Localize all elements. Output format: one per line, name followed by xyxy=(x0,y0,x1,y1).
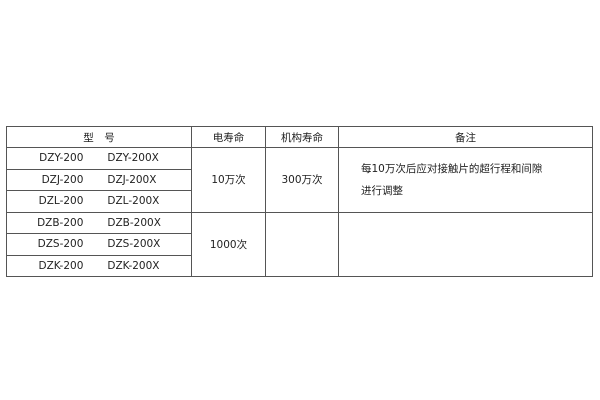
model-x: DZJ-200X xyxy=(107,173,157,186)
model-x: DZL-200X xyxy=(107,195,160,208)
model: DZB-200 xyxy=(37,216,84,229)
model-x: DZS-200X xyxy=(107,238,161,251)
model-cell: DZS-200 DZS-200X xyxy=(6,233,192,256)
remarks-line: 每10万次后应对接触片的超行程和间隙 xyxy=(361,163,543,175)
table-row: DZB-200 DZB-200X 1000次 xyxy=(6,211,593,277)
header-electrical-life: 电寿命 xyxy=(191,126,266,148)
model: DZY-200 xyxy=(39,152,84,165)
mechanical-life-cell: 300万次 xyxy=(265,147,339,213)
mechanical-life-cell xyxy=(265,211,339,277)
remarks-cell: 每10万次后应对接触片的超行程和间隙 进行调整 xyxy=(338,147,593,213)
header-row: 型 号 电寿命 机构寿命 备注 xyxy=(6,126,593,148)
model: DZL-200 xyxy=(38,195,84,208)
electrical-life-cell: 1000次 xyxy=(191,211,266,277)
header-remarks: 备注 xyxy=(338,126,593,148)
model-cell: DZK-200 DZK-200X xyxy=(6,254,192,277)
model-cell: DZJ-200 DZJ-200X xyxy=(6,168,192,191)
model: DZS-200 xyxy=(37,238,84,251)
model-cell: DZB-200 DZB-200X xyxy=(6,211,192,234)
table-row: DZK-200 DZK-200X xyxy=(6,254,593,277)
model-x: DZY-200X xyxy=(107,152,159,165)
remarks-line: 进行调整 xyxy=(361,185,403,197)
model-cell: DZY-200 DZY-200X xyxy=(6,147,192,170)
header-model: 型 号 xyxy=(6,126,192,148)
table-row: DZL-200 DZL-200X xyxy=(6,190,593,213)
product-life-table: 型 号 电寿命 机构寿命 备注 DZY-200 DZY-200X 10万次 300… xyxy=(6,126,593,277)
model: DZJ-200 xyxy=(41,173,84,186)
electrical-life-cell: 10万次 xyxy=(191,147,266,213)
model: DZK-200 xyxy=(38,259,84,272)
model-x: DZB-200X xyxy=(107,216,161,229)
model-cell: DZL-200 DZL-200X xyxy=(6,190,192,213)
model-x: DZK-200X xyxy=(107,259,160,272)
header-mechanical-life: 机构寿命 xyxy=(265,126,339,148)
remarks-cell xyxy=(338,211,593,277)
table-row: DZY-200 DZY-200X 10万次 300万次 每10万次后应对接触片的超… xyxy=(6,147,593,213)
